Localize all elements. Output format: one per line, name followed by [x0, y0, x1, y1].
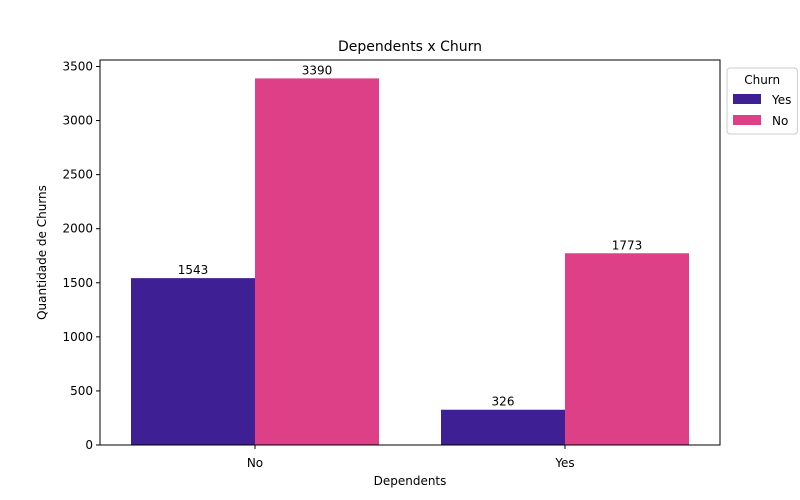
legend: Churn Yes No — [726, 67, 798, 135]
legend-items: Yes No — [733, 93, 791, 128]
y-tick-label: 0 — [85, 438, 93, 452]
plot-frame — [99, 59, 721, 446]
data-label-no-no: 3390 — [302, 63, 333, 77]
y-tick-label: 3500 — [62, 59, 93, 73]
x-axis-label: Dependents — [374, 474, 447, 488]
bars-group — [131, 78, 689, 446]
y-axis-label: Quantidade de Churns — [35, 185, 49, 320]
y-tick-label: 3000 — [62, 114, 93, 128]
chart-title: Dependents x Churn — [338, 39, 482, 55]
y-axis: 0 500 1000 1500 2000 2500 3000 3500 — [62, 59, 100, 452]
data-label-yes-no: 1773 — [612, 238, 643, 252]
legend-title: Churn — [744, 73, 780, 87]
y-tick-label: 2500 — [62, 168, 93, 182]
bar-no-yes — [131, 278, 255, 445]
bar-yes-yes — [441, 409, 565, 445]
y-tick-label: 500 — [70, 384, 93, 398]
y-tick-label: 1000 — [62, 330, 93, 344]
legend-swatch-no — [733, 115, 761, 125]
legend-label-yes: Yes — [771, 93, 791, 107]
data-label-yes-yes: 326 — [492, 395, 515, 409]
bar-yes-no — [565, 253, 689, 445]
data-labels-group: 1543 3390 326 1773 — [178, 63, 643, 408]
x-tick-label: Yes — [554, 456, 574, 470]
y-tick-label: 1500 — [62, 276, 93, 290]
legend-label-no: No — [772, 114, 788, 128]
x-tick-label: No — [247, 456, 263, 470]
bar-no-no — [255, 78, 379, 446]
data-label-no-yes: 1543 — [178, 263, 209, 277]
x-axis: No Yes — [247, 445, 575, 470]
legend-swatch-yes — [733, 94, 761, 104]
y-tick-label: 2000 — [62, 222, 93, 236]
